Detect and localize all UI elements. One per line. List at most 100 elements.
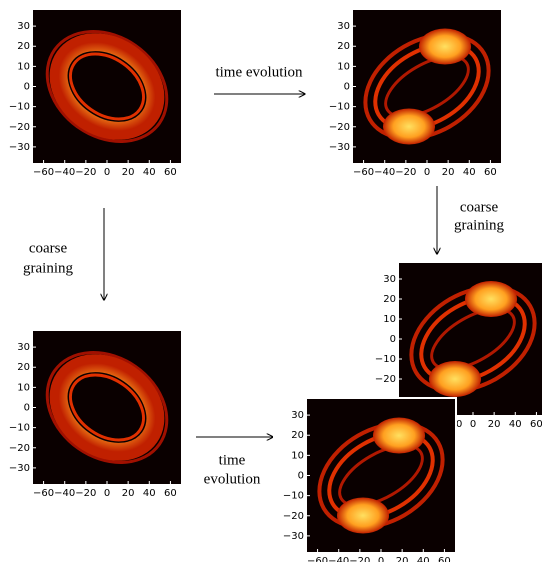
blob — [337, 497, 389, 534]
ring — [69, 52, 145, 121]
y-tick-label: 10 — [383, 314, 396, 325]
hole — [74, 57, 140, 116]
ring — [430, 307, 516, 371]
heatmap-pattern — [45, 350, 169, 465]
y-tick-label: 10 — [17, 382, 30, 393]
y-tick-label: 20 — [17, 41, 30, 52]
x-tick-label: 40 — [509, 419, 522, 430]
arrow-label: time — [219, 452, 246, 468]
x-tick-label: −60 — [353, 167, 374, 178]
y-tick-label: 20 — [17, 362, 30, 373]
x-tick-label: −60 — [33, 488, 54, 499]
ring — [363, 32, 491, 141]
x-tick-label: 0 — [424, 167, 430, 178]
x-tick-label: −20 — [75, 167, 96, 178]
x-tick-label: 0 — [378, 556, 384, 562]
x-tick-label: 0 — [104, 488, 110, 499]
ring — [69, 373, 145, 442]
arrow-label: time evolution — [215, 64, 303, 80]
y-tick-label: 10 — [337, 61, 350, 72]
heatmap-pattern — [409, 281, 537, 397]
y-tick-label: 20 — [291, 430, 304, 441]
y-tick-label: −30 — [9, 463, 30, 474]
x-tick-label: 60 — [164, 167, 177, 178]
heatmap-pattern — [363, 28, 491, 145]
y-tick-label: 30 — [291, 410, 304, 421]
x-tick-label: −20 — [75, 488, 96, 499]
x-tick-label: 60 — [164, 488, 177, 499]
x-tick-label: 20 — [442, 167, 455, 178]
y-tick-label: 0 — [390, 334, 396, 345]
ring — [419, 295, 527, 383]
y-tick-label: −20 — [9, 122, 30, 133]
x-tick-label: 0 — [470, 419, 476, 430]
ring — [45, 350, 169, 465]
y-tick-label: −20 — [329, 122, 350, 133]
x-tick-label: −20 — [395, 167, 416, 178]
x-tick-label: −60 — [33, 167, 54, 178]
y-tick-label: 0 — [298, 471, 304, 482]
y-tick-label: 0 — [24, 82, 30, 93]
blob — [465, 281, 517, 317]
arrow-label: graining — [23, 260, 73, 276]
ring — [49, 354, 165, 461]
y-tick-label: 10 — [291, 450, 304, 461]
y-tick-label: 30 — [17, 342, 30, 353]
y-tick-label: −30 — [9, 142, 30, 153]
x-tick-label: 40 — [143, 167, 156, 178]
x-tick-label: 0 — [104, 167, 110, 178]
y-tick-label: 0 — [344, 82, 350, 93]
heatmap-pattern — [317, 417, 445, 534]
y-tick-label: −30 — [329, 142, 350, 153]
x-tick-label: 40 — [417, 556, 430, 562]
heatmap — [353, 10, 501, 163]
y-tick-label: 10 — [17, 61, 30, 72]
x-tick-label: −40 — [54, 167, 75, 178]
y-tick-label: −10 — [329, 102, 350, 113]
x-tick-label: 40 — [463, 167, 476, 178]
y-tick-label: 0 — [24, 403, 30, 414]
y-tick-label: −20 — [283, 511, 304, 522]
y-tick-label: 30 — [17, 21, 30, 32]
ring — [45, 29, 169, 144]
y-tick-label: −20 — [375, 374, 396, 385]
ring — [409, 285, 537, 393]
x-tick-label: −60 — [307, 556, 328, 562]
ring — [373, 42, 481, 131]
ring — [327, 431, 435, 520]
x-tick-label: 60 — [438, 556, 451, 562]
y-tick-label: 30 — [337, 21, 350, 32]
y-tick-label: −10 — [9, 423, 30, 434]
hole — [74, 378, 140, 437]
x-tick-label: 20 — [396, 556, 409, 562]
y-tick-label: 20 — [383, 294, 396, 305]
blob — [429, 361, 481, 397]
ring — [317, 421, 445, 530]
x-tick-label: 20 — [122, 488, 135, 499]
y-tick-label: −10 — [283, 491, 304, 502]
y-tick-label: −10 — [9, 102, 30, 113]
x-tick-label: −40 — [374, 167, 395, 178]
blob — [419, 28, 471, 65]
arrow-label: evolution — [204, 471, 261, 487]
ring — [384, 55, 470, 118]
arrow-label: coarse — [29, 240, 68, 256]
x-tick-label: 20 — [488, 419, 501, 430]
ring — [338, 444, 424, 507]
y-tick-label: −10 — [375, 354, 396, 365]
x-tick-label: −20 — [349, 556, 370, 562]
arrow-label: coarse — [460, 199, 499, 215]
x-tick-label: 40 — [143, 488, 156, 499]
blob — [373, 417, 425, 454]
heatmap — [307, 399, 455, 552]
y-tick-label: −30 — [283, 531, 304, 542]
heatmap-pattern — [45, 29, 169, 144]
x-tick-label: −40 — [328, 556, 349, 562]
y-tick-label: 20 — [337, 41, 350, 52]
